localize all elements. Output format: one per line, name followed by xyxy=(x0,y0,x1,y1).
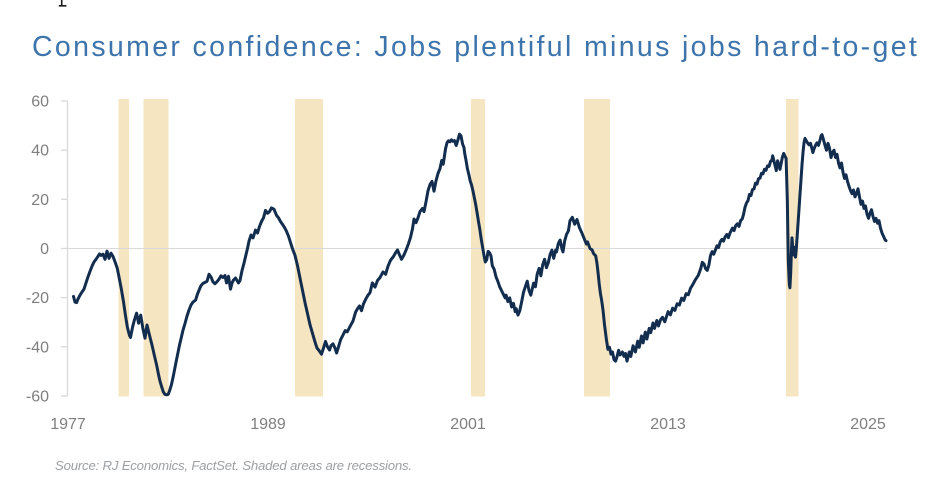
svg-text:2001: 2001 xyxy=(450,416,486,433)
svg-text:-40: -40 xyxy=(26,339,49,356)
svg-text:2013: 2013 xyxy=(650,416,686,433)
svg-text:1989: 1989 xyxy=(250,416,286,433)
svg-text:-60: -60 xyxy=(26,389,49,406)
svg-text:60: 60 xyxy=(31,94,49,111)
svg-text:40: 40 xyxy=(31,143,49,160)
svg-text:20: 20 xyxy=(31,192,49,209)
svg-text:Consumer confidence: Jobs plen: Consumer confidence: Jobs plentiful minu… xyxy=(32,31,919,63)
svg-text:-20: -20 xyxy=(26,290,49,307)
svg-text:1977: 1977 xyxy=(50,416,86,433)
svg-text:0: 0 xyxy=(40,241,49,258)
svg-text:2025: 2025 xyxy=(850,416,886,433)
svg-text:Source: RJ Economics, FactSet.: Source: RJ Economics, FactSet. Shaded ar… xyxy=(55,458,412,473)
